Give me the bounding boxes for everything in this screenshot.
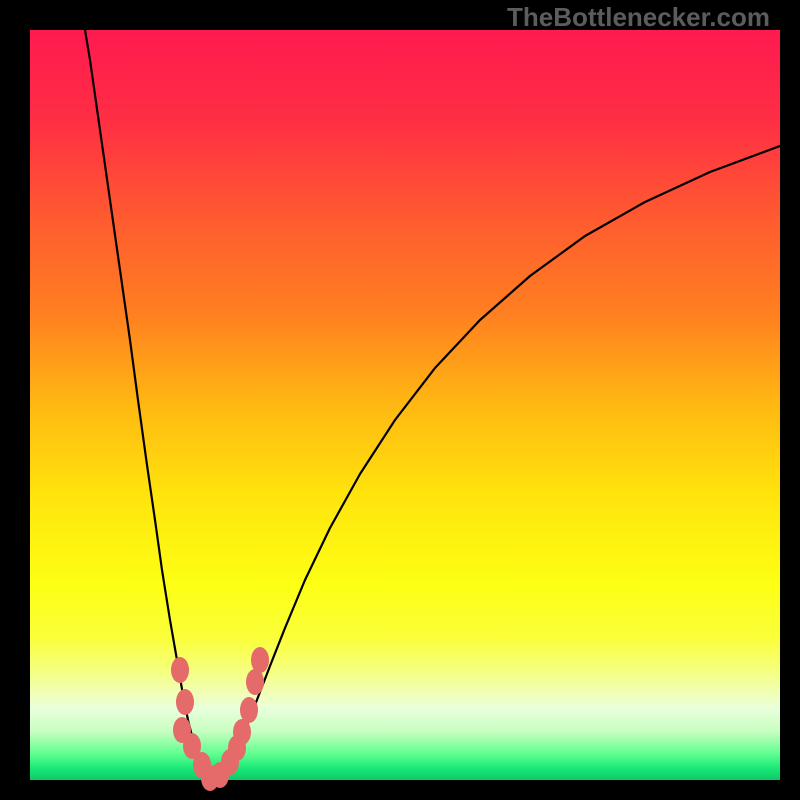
data-marker	[171, 657, 189, 683]
plot-background	[30, 30, 780, 780]
chart-frame: TheBottlenecker.com	[0, 0, 800, 800]
watermark-text: TheBottlenecker.com	[507, 2, 770, 33]
data-marker	[251, 647, 269, 673]
data-marker	[246, 669, 264, 695]
data-marker	[176, 689, 194, 715]
data-marker	[240, 697, 258, 723]
bottleneck-curve-chart	[0, 0, 800, 800]
